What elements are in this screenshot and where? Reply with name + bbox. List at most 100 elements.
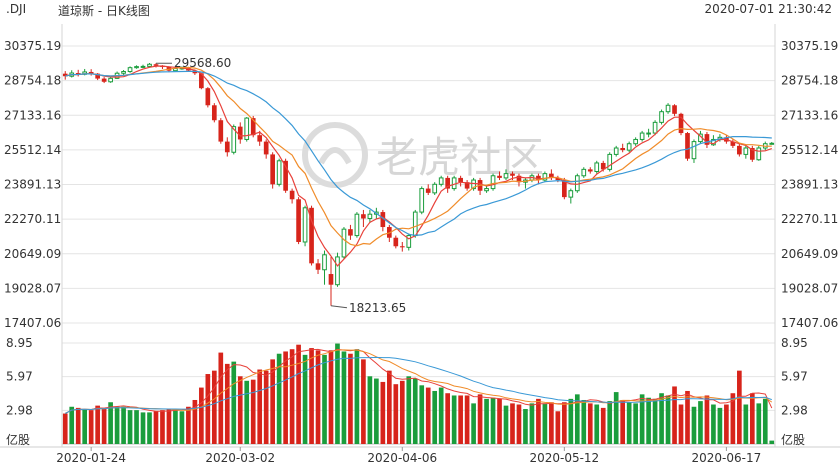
candle-body (237, 126, 243, 140)
volume-ma20-line (64, 356, 772, 414)
price-tick-label-left: 30375.19 (4, 39, 61, 53)
annotations: 29568.60 18213.65 (155, 56, 406, 315)
volume-bar (134, 410, 139, 444)
volume-bar (224, 363, 230, 444)
candle-body (341, 228, 347, 258)
volume-bar (173, 409, 178, 444)
candle-body (289, 190, 295, 200)
candle-body (659, 111, 664, 123)
candle-body (147, 63, 152, 67)
volume-bar (749, 393, 755, 444)
volume-bar (160, 410, 165, 444)
volume-bar (147, 412, 152, 444)
volume-bar (471, 403, 476, 444)
candle-body (503, 173, 509, 179)
volume-bar (698, 401, 703, 444)
volume-bar (328, 350, 334, 444)
volume-bar (101, 407, 107, 444)
axis-labels: 30375.19 30375.19 28754.18 28754.18 27133.16… (4, 39, 838, 465)
volume-bar (406, 376, 412, 444)
price-tick-label-right: 30375.19 (781, 39, 838, 53)
candle-body (471, 179, 476, 190)
candle-body (354, 213, 360, 237)
volume-bar (302, 354, 308, 444)
candle-body (134, 66, 139, 69)
volume-bar (678, 404, 684, 444)
candle-body (315, 263, 321, 270)
candle-body (490, 175, 496, 190)
price-tick-label-left: 22270.11 (4, 212, 61, 226)
volume-bar (140, 412, 146, 444)
candle-body (743, 147, 749, 155)
volume-bar (451, 395, 457, 444)
volume-bar (250, 379, 256, 444)
candle-body (445, 177, 451, 189)
annotation-label: 29568.60 (174, 56, 231, 70)
volume-bar (769, 440, 775, 444)
volume-bar (88, 410, 94, 444)
candle-body (399, 246, 405, 248)
volume-bar (445, 393, 451, 444)
volume-bar (244, 380, 250, 444)
candle-body (263, 141, 269, 155)
price-tick-label-right: 25512.14 (781, 143, 838, 157)
volume-bar (322, 354, 327, 444)
volume-bar (412, 378, 418, 444)
volume-bar (374, 378, 379, 444)
candle-body (153, 64, 159, 66)
candle-body (322, 254, 327, 271)
price-tick-label-left: 20649.09 (4, 247, 61, 261)
volume-bar (510, 403, 515, 444)
candle-body (574, 175, 580, 192)
volume-tick-label-left: 2.98 (6, 403, 33, 417)
candle-body (438, 177, 444, 185)
volume-bar (270, 359, 275, 444)
candles (62, 62, 775, 306)
volume-bar (257, 369, 263, 444)
candle-body (678, 113, 684, 134)
candle-body (432, 183, 438, 194)
volume-bar (704, 395, 710, 444)
candle-body (393, 237, 399, 247)
price-tick-label-left: 27133.16 (4, 108, 61, 122)
volume-bar (205, 374, 211, 444)
candle-body (406, 235, 412, 248)
volume-bar (296, 344, 301, 444)
ma20-line (65, 70, 772, 237)
candle-body (250, 118, 256, 136)
candle-body (328, 274, 334, 285)
candle-body (497, 175, 502, 178)
volume-bar (659, 393, 664, 444)
volume-bar (542, 403, 548, 444)
volume-bar (724, 404, 729, 444)
candle-body (309, 207, 314, 264)
volume-bar (665, 395, 671, 444)
candle-body (568, 190, 574, 198)
candle-body (484, 188, 489, 192)
price-tick-label-left: 25512.14 (4, 143, 61, 157)
candle-body (626, 143, 632, 151)
volume-bar (626, 402, 632, 444)
volume-bar (69, 406, 75, 444)
candle-body (639, 132, 645, 140)
volume-bar (523, 409, 528, 444)
volume-bar (82, 409, 88, 444)
volume-bar (315, 350, 321, 444)
volume-bar (562, 402, 567, 444)
price-tick-label-left: 28754.18 (4, 74, 61, 88)
x-tick-label: 2020-01-24 (56, 451, 126, 465)
candle-body (335, 256, 340, 286)
candle-body (283, 160, 288, 191)
volume-bar (386, 370, 392, 444)
candle-body (613, 147, 619, 155)
volume-bar (361, 359, 366, 444)
volume-bar (393, 384, 399, 444)
volume-bar (549, 402, 554, 444)
volume-bar (652, 398, 658, 444)
volume-bars (62, 343, 775, 444)
volume-bar (594, 404, 600, 444)
volume-tick-label-left: 8.95 (6, 336, 33, 350)
volume-unit-label-right: 亿股 (781, 432, 805, 447)
watermark: 老虎社区 (302, 122, 544, 188)
